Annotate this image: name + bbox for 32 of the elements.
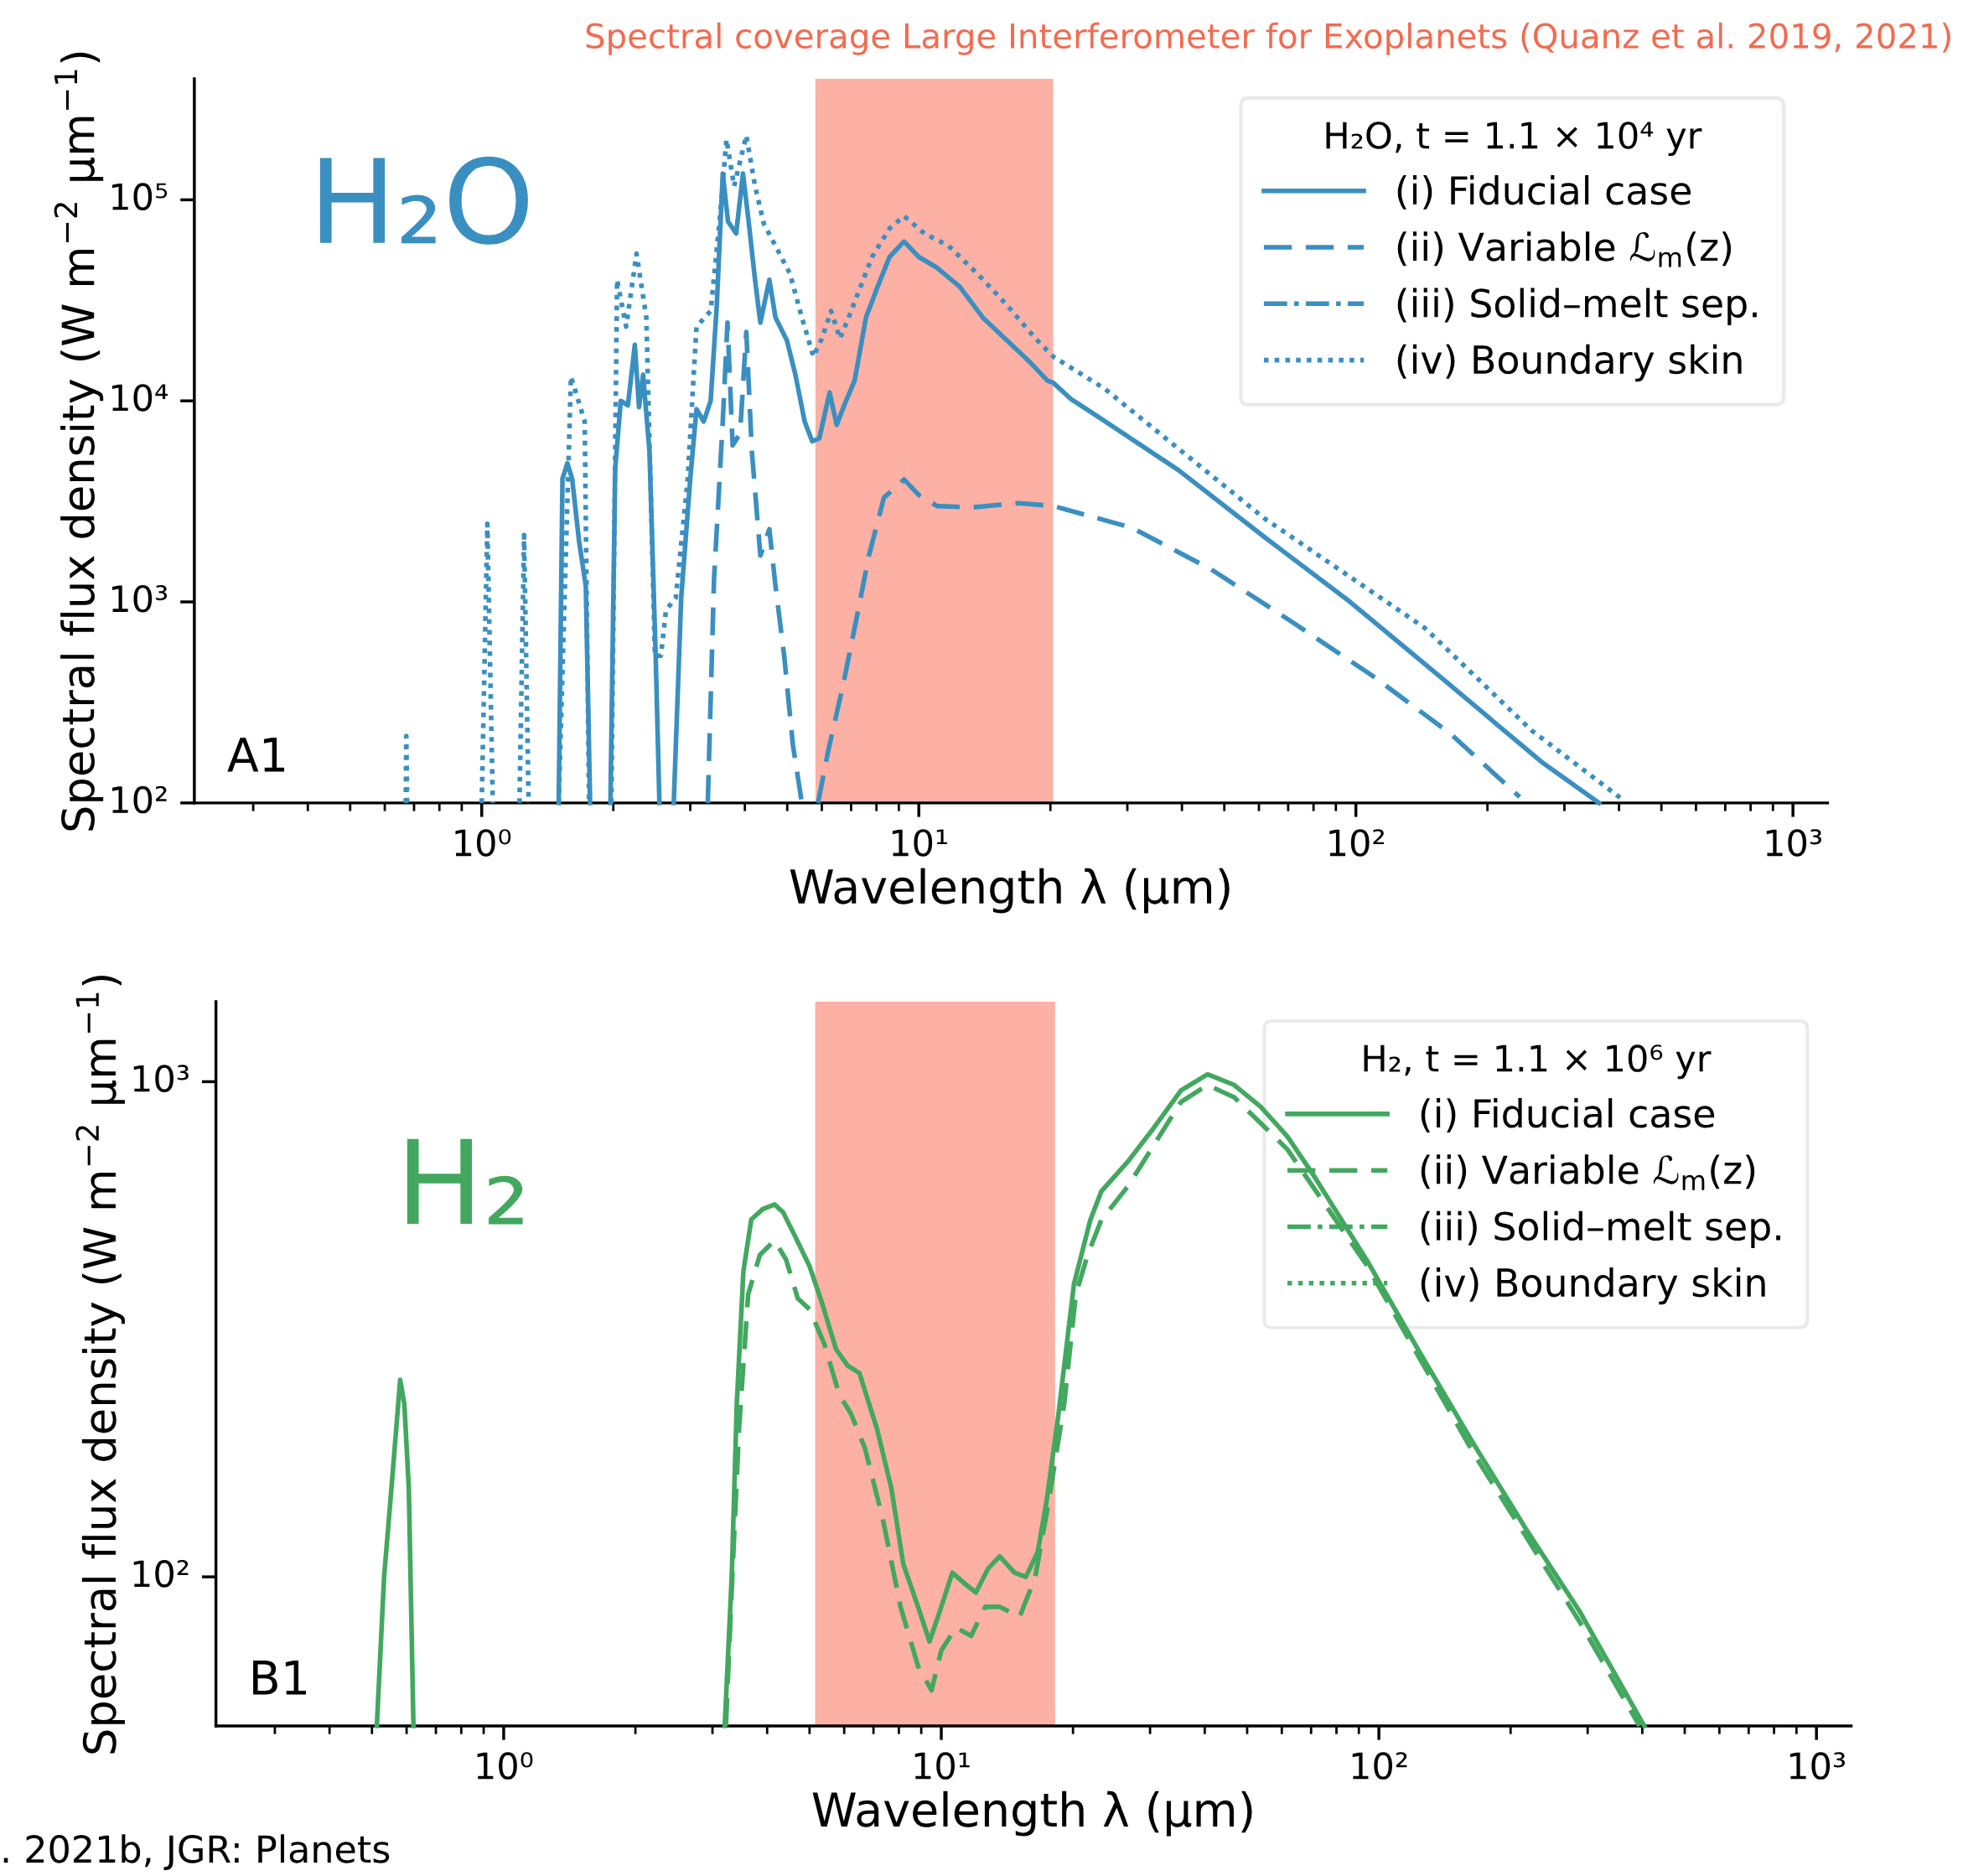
x-tick-label: 10² (1329, 829, 1384, 857)
y-axis-title: Spectral flux density (W m$^{−2}$ µm$^{−1}$) (75, 975, 125, 1754)
y-tick-label: 10² (111, 785, 167, 814)
x-tick-label: 10¹ (892, 829, 947, 857)
x-tick-label: 10¹ (914, 1752, 970, 1780)
x-axis-title: Wavelength λ (µm) (790, 868, 1230, 914)
legend-title: H₂O, t = 1.1 × 10⁴ yr (1326, 122, 1702, 157)
x-axis-title: Wavelength λ (µm) (812, 1790, 1252, 1837)
legend-label: (ii) Variable ℒ$_{m}$(z) (1421, 1154, 1755, 1190)
x-tick-label: 10² (1352, 1752, 1407, 1780)
x-tick-label: 10³ (1789, 1752, 1845, 1780)
y-tick-label: 10⁵ (111, 183, 168, 210)
text: . 2021b, JGR: Planets (3, 1834, 390, 1870)
legend-title: H₂, t = 1.1 × 10⁶ yr (1364, 1044, 1712, 1080)
x-tick-label: 10⁰ (455, 829, 511, 857)
y-tick-label: 10³ (111, 584, 168, 613)
legend-label: (iii) Solid–melt sep. (1397, 288, 1757, 325)
legend-label: (iv) Boundary skin (1397, 344, 1742, 382)
x-tick-label: 10³ (1766, 829, 1821, 857)
legend-label: (i) Fiducial case (1397, 175, 1691, 210)
y-tick-label: 10⁴ (111, 384, 168, 412)
legend-label: (iv) Boundary skin (1421, 1267, 1765, 1305)
x-tick-label: 10⁰ (477, 1752, 533, 1780)
annotation: H₂O (319, 156, 528, 245)
annotation: B1 (253, 1660, 306, 1695)
legend-label: (ii) Variable ℒ$_{m}$(z) (1397, 231, 1732, 267)
y-axis-title: Spectral flux density (W m$^{−2}$ µm$^{−1}$) (54, 52, 104, 831)
legend-label: (iii) Solid–melt sep. (1421, 1210, 1780, 1248)
annotation: H₂ (407, 1138, 523, 1225)
annotation: A1 (227, 737, 285, 772)
chart-title: Spectral coverage Large Interferometer for Exoplanets (Quanz et al. 2019, 2021) (586, 22, 1950, 55)
legend-label: (i) Fiducial case (1421, 1098, 1715, 1132)
